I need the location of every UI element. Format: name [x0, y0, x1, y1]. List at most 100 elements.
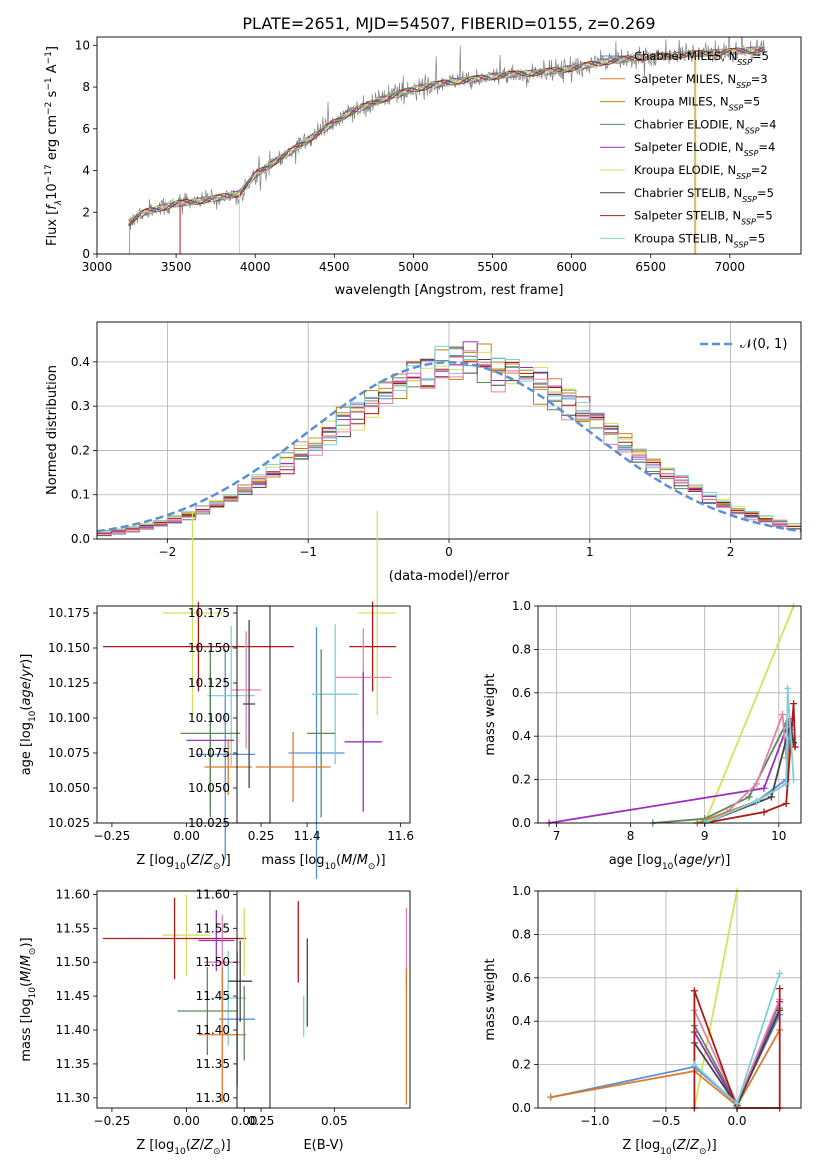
- label-part: Z: [190, 853, 201, 868]
- y-tick-label: 0.1: [71, 488, 90, 502]
- x-tick-label: 8: [627, 829, 635, 843]
- y-tick-label: 6: [82, 122, 90, 136]
- label-part: /: [703, 853, 708, 868]
- axes-frame: [537, 605, 802, 824]
- y-tick-label: 0.8: [512, 927, 531, 941]
- x-axis-label: Z [log10(Z/Z⊙)]: [136, 853, 230, 872]
- axes-frame: [96, 36, 802, 255]
- y-tick-label: 10.075: [48, 746, 90, 760]
- y-tick-label: 11.50: [56, 955, 90, 969]
- legend-text: Chabrier STELIB, N: [634, 186, 742, 200]
- label-part: /: [19, 676, 34, 681]
- x-tick-label: −0.5: [651, 1114, 680, 1128]
- y-axis-label: mass weight: [483, 958, 498, 1040]
- y-tick-label: 0.0: [512, 1101, 531, 1115]
- y-tick-label: 0.2: [512, 1058, 531, 1072]
- label-part: Z [log: [136, 1138, 174, 1153]
- weight-marker: [782, 780, 790, 788]
- label-part: )]: [221, 1138, 231, 1153]
- label-part: )]: [221, 853, 231, 868]
- label-part: Z [log: [136, 853, 174, 868]
- x-axis-label: mass [log10(M/M⊙)]: [261, 853, 385, 872]
- plot-area: [102, 894, 256, 1103]
- weight-line: [703, 605, 795, 824]
- y-axis-label: Normed distribution: [45, 365, 60, 495]
- y-tick-label: 1.0: [512, 884, 531, 898]
- label-part: λ: [54, 200, 64, 206]
- weight-line: [548, 715, 795, 824]
- label-part: age: [678, 853, 702, 868]
- label-part: )]: [375, 853, 385, 868]
- legend-sub: SSP: [742, 194, 757, 203]
- y-tick-label: 0.0: [71, 532, 90, 546]
- legend-sub: SSP: [734, 240, 749, 249]
- label-part: −2: [44, 102, 54, 115]
- weight-marker: [753, 797, 761, 805]
- label-part: age: [19, 681, 34, 705]
- x-tick-label: −0.25: [94, 1114, 131, 1128]
- y-tick-label: 4: [82, 164, 90, 178]
- x-axis-label: Z [log10(Z/Z⊙)]: [136, 1138, 230, 1157]
- plot-area: [96, 341, 802, 537]
- axes-frame: [236, 605, 411, 824]
- y-tick-label: 1.0: [512, 599, 531, 613]
- label-part: erg cm: [45, 115, 60, 164]
- label-part: Z [log: [622, 1138, 660, 1153]
- weight-marker: [767, 793, 775, 801]
- y-tick-label: 0: [82, 247, 90, 261]
- y-tick-label: 0.0: [512, 816, 531, 830]
- legend-text: Salpeter STELIB, N: [634, 209, 741, 223]
- label-part: )]: [707, 1138, 717, 1153]
- legend-label: Kroupa ELODIE, NSSP=2: [634, 163, 768, 181]
- x-tick-label: 0.00: [173, 829, 200, 843]
- label-part: (: [19, 982, 34, 987]
- label-part: )]: [720, 853, 730, 868]
- weight-marker: [776, 969, 784, 977]
- panel-mass-vs-ebv: 0.00 0.05 11.30 11.35 11.40 11.45 11.50 11.55 11…: [196, 887, 411, 1153]
- legend-label: Chabrier ELODIE, NSSP=4: [634, 117, 776, 135]
- label-part: Z: [203, 1138, 214, 1153]
- legend-tail: =5: [743, 95, 760, 109]
- x-tick-label: 0.00: [173, 1114, 200, 1128]
- panel-weight-vs-Z: −1.0 −0.5 0.00.00.20.40.60.81.0Z [log10(Z/…: [483, 884, 802, 1157]
- weight-marker: [760, 808, 768, 816]
- x-tick-label: 11.6: [387, 829, 414, 843]
- x-tick-label: 0.25: [248, 829, 275, 843]
- y-tick-label: 0.8: [512, 642, 531, 656]
- x-tick-label: 6500: [635, 260, 666, 274]
- histogram-step: [97, 350, 801, 536]
- weight-marker: [776, 985, 784, 993]
- weight-marker: [778, 711, 786, 718]
- label-part: M: [19, 971, 34, 982]
- weight-marker: [784, 684, 792, 692]
- x-tick-label: 0.25: [248, 1114, 275, 1128]
- weight-marker: [690, 1061, 698, 1069]
- y-tick-label: 0.4: [71, 355, 90, 369]
- legend-label: Kroupa MILES, NSSP=5: [634, 95, 760, 113]
- x-tick-label: 6000: [556, 260, 587, 274]
- legend-tail: =5: [748, 231, 765, 245]
- label-part: mass [log: [19, 998, 34, 1061]
- weight-line: [704, 688, 795, 824]
- spectrum-lines: [128, 37, 765, 254]
- y-tick-label: 10.025: [48, 816, 90, 830]
- y-tick-label: 2: [82, 205, 90, 219]
- y-tick-label: 10.100: [188, 711, 230, 725]
- legend-sub: SSP: [745, 126, 760, 135]
- x-tick-label: 5500: [477, 260, 508, 274]
- panel-age-vs-mass: 11.4 11.6 10.025 10.050 10.075 10.100 10.125 10…: [188, 510, 414, 879]
- label-part: (: [673, 853, 678, 868]
- label-part: mass [log: [261, 853, 324, 868]
- x-tick-label: 9: [701, 829, 709, 843]
- weight-marker: [733, 1100, 741, 1108]
- x-tick-label: 3500: [161, 260, 192, 274]
- legend-tail: =4: [758, 140, 775, 154]
- axes-frame: [537, 890, 802, 1109]
- legend-label: Salpeter MILES, NSSP=3: [634, 72, 768, 90]
- label-part: /: [200, 1138, 205, 1153]
- x-tick-label: 0.05: [321, 1114, 348, 1128]
- label-part: −17: [44, 164, 54, 183]
- legend-text: Kroupa MILES, N: [634, 95, 729, 109]
- plot-area: [243, 901, 408, 1105]
